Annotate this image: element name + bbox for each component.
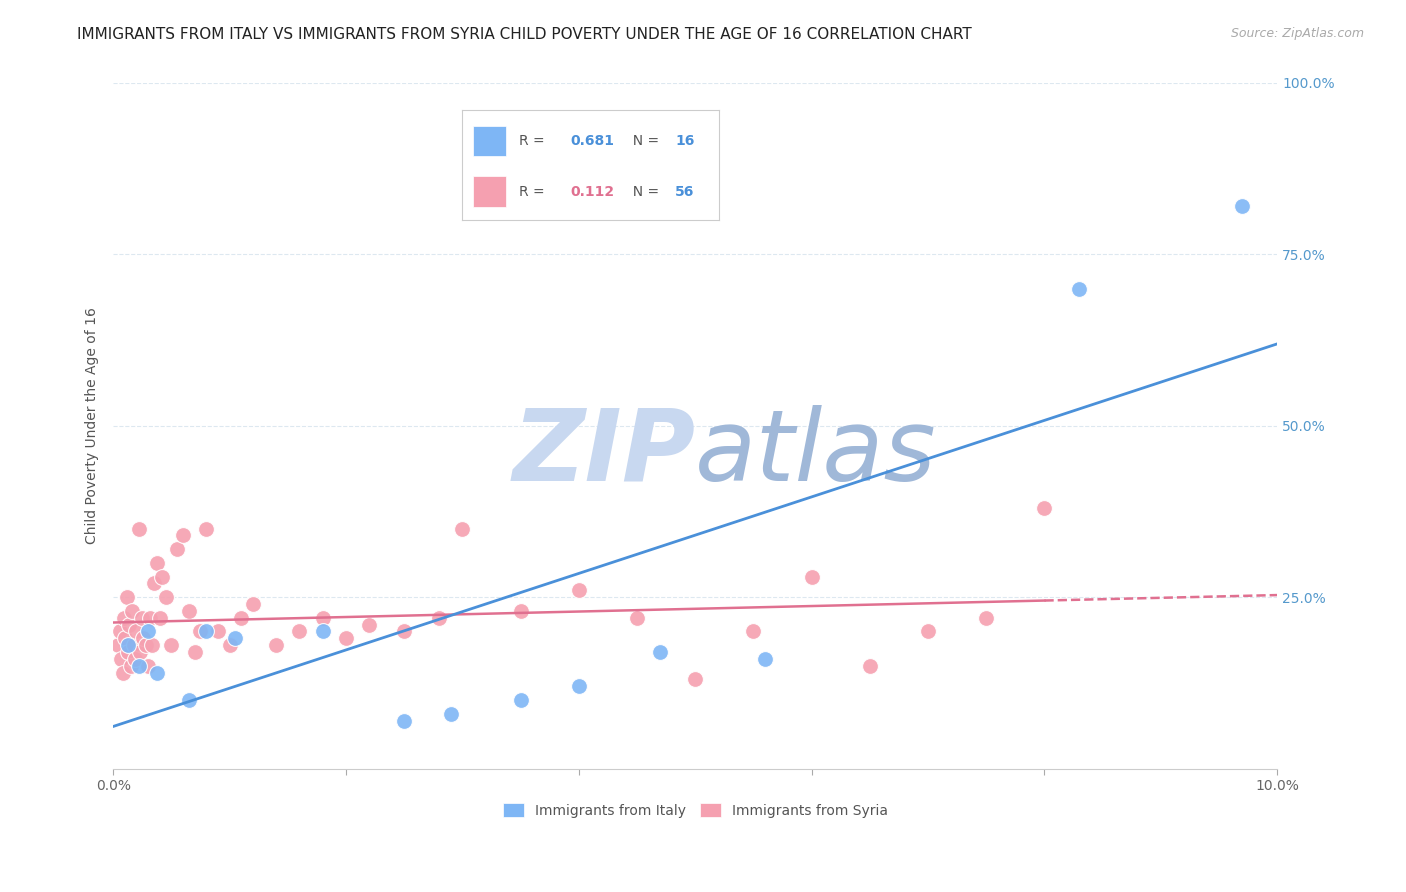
Point — [125, 624, 148, 639]
Point — [509, 604, 531, 618]
Point — [440, 706, 463, 721]
Point — [149, 611, 172, 625]
Point — [742, 624, 765, 639]
Point — [183, 645, 205, 659]
Text: ZIP: ZIP — [512, 405, 695, 501]
Point — [155, 590, 177, 604]
Point — [129, 645, 152, 659]
Point — [136, 658, 159, 673]
Point — [359, 617, 381, 632]
Point — [754, 652, 776, 666]
Point — [160, 638, 183, 652]
Point — [231, 611, 253, 625]
Point — [112, 611, 135, 625]
Point — [122, 638, 145, 652]
Legend: Immigrants from Italy, Immigrants from Syria: Immigrants from Italy, Immigrants from S… — [498, 797, 893, 823]
Point — [242, 597, 264, 611]
Point — [111, 665, 134, 680]
Point — [427, 611, 450, 625]
Point — [166, 542, 188, 557]
Y-axis label: Child Poverty Under the Age of 16: Child Poverty Under the Age of 16 — [86, 308, 100, 544]
Point — [128, 522, 150, 536]
Point — [131, 611, 153, 625]
Point — [150, 569, 173, 583]
Point — [974, 611, 997, 625]
Point — [121, 604, 143, 618]
Point — [392, 714, 415, 728]
Point — [626, 611, 648, 625]
Point — [264, 638, 287, 652]
Point — [859, 658, 882, 673]
Text: atlas: atlas — [695, 405, 936, 501]
Point — [118, 617, 141, 632]
Point — [120, 658, 142, 673]
Point — [190, 624, 212, 639]
Point — [1232, 199, 1254, 213]
Point — [509, 693, 531, 707]
Point — [146, 556, 169, 570]
Point — [312, 624, 335, 639]
Point — [195, 522, 218, 536]
Point — [177, 693, 200, 707]
Point — [107, 638, 129, 652]
Point — [139, 611, 162, 625]
Point — [114, 632, 136, 646]
Point — [172, 528, 194, 542]
Point — [917, 624, 939, 639]
Point — [218, 638, 240, 652]
Point — [224, 632, 246, 646]
Point — [128, 658, 150, 673]
Point — [800, 569, 823, 583]
Text: Source: ZipAtlas.com: Source: ZipAtlas.com — [1230, 27, 1364, 40]
Point — [1033, 501, 1056, 516]
Point — [142, 576, 165, 591]
Point — [683, 673, 706, 687]
Point — [288, 624, 311, 639]
Point — [392, 624, 415, 639]
Point — [141, 638, 163, 652]
Point — [146, 665, 169, 680]
Point — [177, 604, 200, 618]
Point — [124, 652, 146, 666]
Point — [132, 632, 155, 646]
Point — [207, 624, 229, 639]
Point — [568, 583, 591, 598]
Point — [312, 611, 335, 625]
Point — [1069, 282, 1091, 296]
Point — [115, 590, 138, 604]
Point — [451, 522, 474, 536]
Point — [195, 624, 218, 639]
Point — [110, 652, 132, 666]
Text: IMMIGRANTS FROM ITALY VS IMMIGRANTS FROM SYRIA CHILD POVERTY UNDER THE AGE OF 16: IMMIGRANTS FROM ITALY VS IMMIGRANTS FROM… — [77, 27, 972, 42]
Point — [108, 624, 131, 639]
Point — [650, 645, 672, 659]
Point — [568, 679, 591, 693]
Point — [117, 645, 139, 659]
Point — [136, 624, 159, 639]
Point — [335, 632, 357, 646]
Point — [135, 638, 157, 652]
Point — [117, 638, 139, 652]
